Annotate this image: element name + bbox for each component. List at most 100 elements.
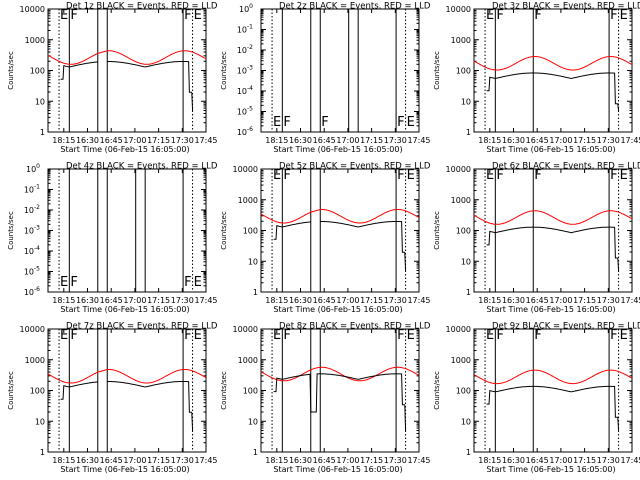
event-flag-f: F	[184, 328, 191, 343]
series-events	[320, 221, 405, 253]
y-axis-label: Counts/sec	[433, 51, 441, 90]
x-tick-label: 18:15	[265, 296, 288, 305]
y-axis-label: Counts/sec	[433, 211, 441, 250]
x-axis-label: Start Time (06-Feb-15 16:05:00)	[60, 305, 189, 314]
series-events-drop	[404, 404, 407, 431]
x-tick-label: 17:45	[194, 456, 217, 465]
x-tick-label: 17:15	[573, 136, 596, 145]
event-flag-e: E	[620, 328, 628, 343]
series-events	[60, 61, 98, 80]
panel-title: Det 7z BLACK = Events, RED = LLD	[66, 322, 218, 332]
series-events	[107, 381, 192, 413]
panel-title: Det 1z BLACK = Events, RED = LLD	[66, 2, 218, 12]
x-tick-label: 18:15	[478, 136, 501, 145]
event-flag-e: E	[194, 275, 202, 290]
y-tick-label: 10000	[233, 325, 258, 334]
event-flag-e: E	[486, 168, 494, 183]
x-tick-label: 17:00	[123, 456, 146, 465]
event-flag-e: E	[273, 168, 281, 183]
x-tick-label: 16:45	[100, 136, 123, 145]
x-tick-label: 17:30	[597, 136, 620, 145]
y-axis-label: Counts/sec	[7, 371, 15, 410]
event-flag-f: F	[610, 8, 617, 23]
x-tick-label: 17:00	[549, 296, 572, 305]
x-tick-label: 17:00	[336, 456, 359, 465]
event-flag-e: E	[407, 328, 415, 343]
y-tick-label: 1	[466, 288, 471, 297]
panel-title: Det 4z BLACK = Events, RED = LLD	[66, 162, 218, 172]
x-axis-label: Start Time (06-Feb-15 16:05:00)	[486, 465, 615, 474]
event-flag-f: F	[610, 168, 617, 183]
y-tick-label: 10000	[446, 5, 471, 14]
y-tick-label: 100	[456, 227, 471, 236]
x-tick-label: 16:45	[526, 456, 549, 465]
x-tick-label: 18:15	[52, 296, 75, 305]
x-tick-label: 17:15	[573, 456, 596, 465]
plot-frame	[260, 328, 420, 453]
x-tick-label: 17:00	[123, 296, 146, 305]
x-tick-label: 17:45	[194, 136, 217, 145]
series-lld	[260, 366, 420, 382]
y-axis-label: Counts/sec	[220, 371, 228, 410]
series-lld	[260, 209, 420, 224]
x-axis-label: Start Time (06-Feb-15 16:05:00)	[273, 465, 402, 474]
x-tick-label: 17:30	[171, 136, 194, 145]
x-axis-label: Start Time (06-Feb-15 16:05:00)	[273, 305, 402, 314]
x-tick-label: 17:15	[147, 136, 170, 145]
event-flag-e: E	[620, 168, 628, 183]
y-tick-label: 10	[248, 257, 258, 266]
x-axis-label: Start Time (06-Feb-15 16:05:00)	[273, 145, 402, 154]
event-flag-f: F	[283, 328, 290, 343]
x-tick-label: 17:15	[360, 296, 383, 305]
y-tick-label: 10-4	[237, 85, 253, 96]
x-tick-label: 16:45	[313, 456, 336, 465]
y-tick-label: 10-4	[24, 245, 40, 256]
y-tick-label: 1000	[25, 356, 45, 365]
x-tick-label: 18:15	[478, 456, 501, 465]
plot-frame	[473, 328, 633, 453]
y-tick-label: 1	[466, 128, 471, 137]
x-tick-label: 17:30	[384, 136, 407, 145]
x-tick-label: 16:30	[289, 296, 312, 305]
x-axis-label: Start Time (06-Feb-15 16:05:00)	[486, 145, 615, 154]
x-tick-label: 18:15	[52, 456, 75, 465]
event-flag-f: F	[184, 8, 191, 23]
series-events-drop	[191, 412, 194, 431]
x-axis-label: Start Time (06-Feb-15 16:05:00)	[60, 465, 189, 474]
event-flag-f: F	[70, 328, 77, 343]
x-tick-label: 16:30	[76, 136, 99, 145]
y-tick-label: 100	[30, 387, 45, 396]
y-tick-label: 1	[466, 448, 471, 457]
panel-title: Det 9z BLACK = Events, RED = LLD	[492, 322, 640, 332]
x-axis-label: Start Time (06-Feb-15 16:05:00)	[486, 305, 615, 314]
event-flag-f: F	[397, 115, 404, 130]
series-lld	[473, 369, 633, 385]
x-tick-label: 18:15	[265, 456, 288, 465]
plot-frame	[47, 8, 207, 133]
event-flag-e: E	[194, 8, 202, 23]
event-flag-f: F	[283, 168, 290, 183]
x-tick-label: 17:15	[147, 456, 170, 465]
event-flag-e: E	[273, 115, 281, 130]
panel-title: Det 3z BLACK = Events, RED = LLD	[492, 2, 640, 12]
x-tick-label: 16:45	[313, 136, 336, 145]
plot-frame	[260, 168, 420, 293]
event-flag-e: E	[60, 275, 68, 290]
y-tick-label: 10-6	[24, 286, 40, 297]
y-tick-label: 1000	[451, 196, 471, 205]
y-tick-label: 100	[456, 67, 471, 76]
x-axis-label: Start Time (06-Feb-15 16:05:00)	[60, 145, 189, 154]
series-events	[107, 61, 192, 93]
y-tick-label: 1000	[238, 356, 258, 365]
y-tick-label: 10	[35, 97, 45, 106]
x-tick-label: 16:30	[289, 456, 312, 465]
y-tick-label: 10000	[20, 5, 45, 14]
plot-frame	[473, 168, 633, 293]
x-tick-label: 16:30	[502, 296, 525, 305]
x-tick-label: 17:15	[360, 136, 383, 145]
x-tick-label: 18:15	[478, 296, 501, 305]
